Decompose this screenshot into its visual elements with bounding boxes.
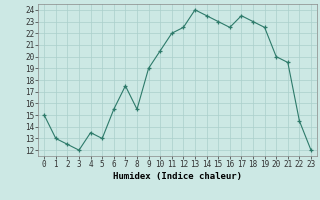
X-axis label: Humidex (Indice chaleur): Humidex (Indice chaleur) <box>113 172 242 181</box>
